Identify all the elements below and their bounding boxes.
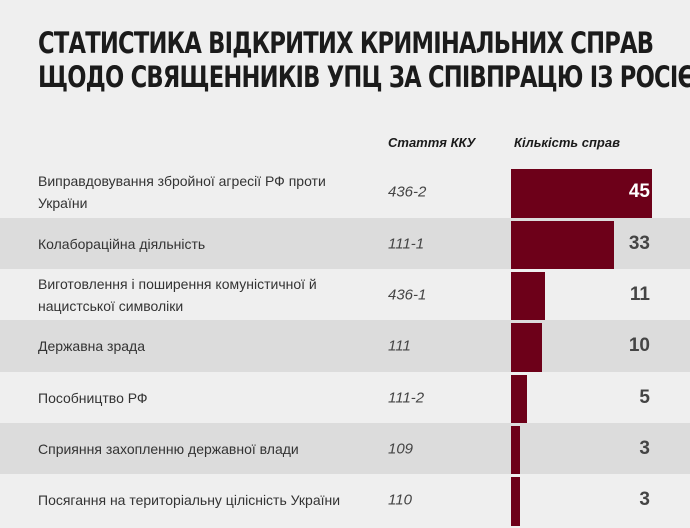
value-label: 10 <box>628 335 650 356</box>
category-label: Державна зрада <box>38 338 145 354</box>
value-label: 3 <box>639 437 650 459</box>
header-count: Кількість справ <box>514 135 620 150</box>
category-label: Пособництво РФ <box>38 389 148 406</box>
table-row: Посягання на територіальну цілісність Ук… <box>0 474 690 526</box>
title-line-1: СТАТИСТИКА ВІДКРИТИХ КРИМІНАЛЬНИХ СПРАВ <box>38 26 654 60</box>
bar <box>511 426 521 474</box>
article-label: 111 <box>388 337 411 355</box>
value-label: 45 <box>628 181 650 202</box>
title-line-2: ЩОДО СВЯЩЕННИКІВ УПЦ ЗА СПІВПРАЦЮ ІЗ РОС… <box>38 60 690 94</box>
article-label: 436-1 <box>388 286 427 303</box>
article-label: 109 <box>388 440 414 457</box>
table-row: Пособництво РФ 111-2 5 <box>0 372 690 423</box>
value-label: 33 <box>628 232 650 254</box>
category-label: Виготовлення і поширення комуністичної й… <box>38 275 317 314</box>
value-label: 11 <box>629 283 650 305</box>
header-article: Стаття ККУ <box>388 135 476 150</box>
table-row: Сприяння захопленню державної влади 109 … <box>0 423 690 474</box>
value-label: 3 <box>639 489 650 510</box>
bar <box>511 169 652 218</box>
article-label: 436-2 <box>388 183 427 201</box>
category-label: Посягання на територіальну цілісність Ук… <box>38 492 341 508</box>
bar <box>511 272 546 320</box>
value-label: 5 <box>639 386 650 408</box>
chart-title: СТАТИСТИКА ВІДКРИТИХ КРИМІНАЛЬНИХ СПРАВ … <box>38 26 690 94</box>
table-row: Колабораційна діяльність 111-1 33 <box>0 218 690 269</box>
article-label: 110 <box>388 491 412 509</box>
article-label: 111-2 <box>388 389 425 406</box>
category-label: Виправдовування збройної агресії РФ прот… <box>38 173 326 211</box>
table-row: Виправдовування збройної агресії РФ прот… <box>0 166 690 218</box>
bar <box>511 477 521 526</box>
category-label: Сприяння захопленню державної влади <box>38 440 299 457</box>
article-label: 111-1 <box>388 235 425 252</box>
bar <box>511 323 543 372</box>
bar <box>511 221 615 269</box>
bar <box>511 375 527 423</box>
table-row: Державна зрада 111 10 <box>0 320 690 372</box>
table-row: Виготовлення і поширення комуністичної й… <box>0 269 690 320</box>
category-label: Колабораційна діяльність <box>38 235 206 252</box>
